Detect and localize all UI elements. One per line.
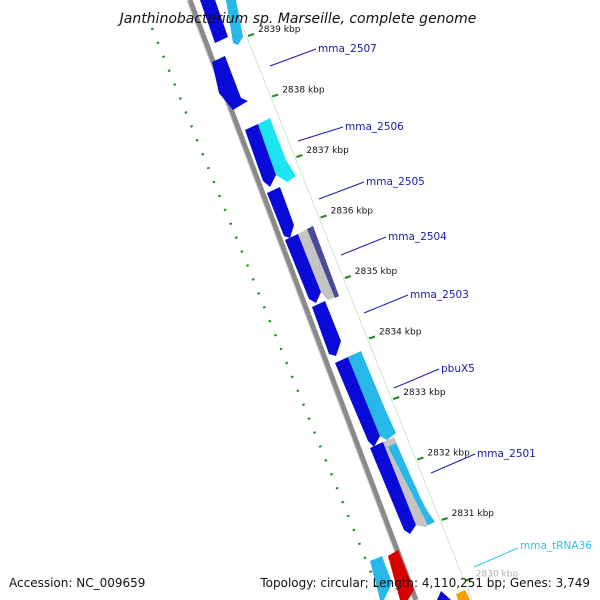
scale-tick-mark — [368, 335, 376, 340]
gene-label: mma_2507 — [318, 43, 377, 55]
cds-feature — [370, 556, 392, 600]
scale-tick-label: 2836 kbp — [331, 207, 374, 217]
cds-feature — [335, 357, 380, 447]
cds-feature — [245, 124, 276, 187]
scale-tick-label: 2833 kbp — [403, 388, 446, 398]
gene-label: mma_2501 — [477, 448, 536, 460]
cds-feature — [212, 56, 248, 110]
gene-label: mma_2503 — [410, 289, 469, 301]
scale-tick-label: 2835 kbp — [355, 267, 398, 277]
cds-feature — [312, 301, 341, 356]
genome-stats-text: Topology: circular; Length: 4,110,251 bp… — [259, 576, 590, 590]
leader-line — [393, 368, 440, 389]
leader-line — [340, 236, 387, 256]
map-title: Janthinobacterium sp. Marseille, complet… — [117, 11, 477, 27]
trna-label: mma_tRNA36 — [520, 540, 592, 552]
accession-text: Accession: NC_009659 — [9, 576, 145, 590]
trna-feature — [388, 550, 414, 600]
cds-feature — [258, 118, 296, 182]
scale-tick-mark — [392, 396, 400, 400]
cds-feature — [226, 0, 243, 45]
scale-tick-mark — [296, 154, 303, 158]
leader-line — [269, 48, 317, 67]
cds-feature — [348, 351, 396, 440]
scale-tick-mark — [417, 456, 424, 461]
cds-feature — [370, 442, 416, 534]
leader-line — [363, 294, 409, 314]
scale-tick-label: 2834 kbp — [379, 328, 422, 338]
gene-label: pbuX5 — [441, 363, 475, 375]
scale-tick-label: 2839 kbp — [258, 25, 301, 35]
forward-strand-cds — [226, 0, 470, 600]
cds-feature — [307, 226, 339, 298]
leader-line — [318, 181, 365, 200]
cds-feature — [388, 443, 435, 525]
scale-tick-mark — [344, 275, 352, 279]
leader-line — [473, 547, 519, 568]
label-leaders — [269, 48, 519, 568]
scale-tick-mark — [465, 577, 473, 582]
outer-ring — [231, 0, 473, 600]
gene-label: mma_2506 — [345, 121, 404, 133]
scale-tick-label: 2830 kbp — [476, 570, 519, 580]
scale-tick-label: 2838 kbp — [282, 86, 325, 96]
gene-label: mma_2504 — [388, 231, 447, 243]
scale-tick-mark — [247, 33, 255, 37]
reverse-strand-cds — [200, 0, 451, 600]
scale-ticks: 2839 kbp 2838 kbp 2837 kbp 2836 kbp 2835 kbp… — [247, 25, 519, 582]
scale-tick-mark — [441, 517, 448, 521]
backbone-highlight — [186, 0, 414, 600]
cds-feature — [267, 187, 294, 238]
leader-line — [297, 126, 344, 142]
scale-tick-label: 2831 kbp — [452, 509, 495, 519]
scale-tick-mark — [320, 214, 327, 219]
gc-skew-track — [150, 27, 384, 600]
gene-label: mma_2505 — [366, 176, 425, 188]
scale-tick-mark — [271, 93, 279, 98]
cds-feature — [200, 0, 228, 43]
rrna-feature — [456, 590, 470, 600]
scale-tick-label: 2832 kbp — [427, 449, 470, 459]
cds-feature — [285, 234, 321, 303]
scale-tick-label: 2837 kbp — [306, 146, 349, 156]
cds-feature — [437, 591, 451, 600]
gene-labels: mma_2507 mma_2506 mma_2505 mma_2504 mma_… — [318, 43, 592, 552]
leader-line — [430, 453, 476, 474]
